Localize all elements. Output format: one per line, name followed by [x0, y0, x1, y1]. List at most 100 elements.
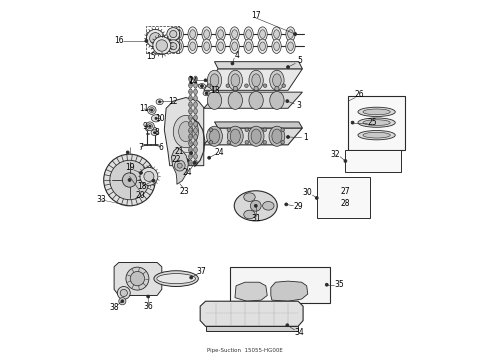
Circle shape [167, 28, 180, 41]
Circle shape [227, 140, 231, 144]
Ellipse shape [188, 39, 197, 53]
Circle shape [287, 135, 290, 138]
Ellipse shape [189, 102, 192, 108]
Circle shape [153, 37, 171, 54]
Ellipse shape [156, 99, 163, 105]
Polygon shape [114, 262, 162, 296]
Ellipse shape [248, 126, 264, 146]
Text: 24: 24 [214, 148, 224, 157]
Ellipse shape [194, 89, 197, 95]
Ellipse shape [189, 160, 192, 166]
Ellipse shape [203, 91, 210, 96]
Ellipse shape [272, 27, 281, 41]
Text: 30: 30 [303, 188, 313, 197]
Text: 13: 13 [210, 86, 220, 95]
Circle shape [152, 179, 155, 182]
Bar [348, 96, 405, 149]
Polygon shape [172, 148, 188, 184]
Circle shape [104, 154, 155, 206]
Circle shape [282, 84, 286, 87]
Text: 6: 6 [158, 143, 163, 152]
Text: 34: 34 [294, 328, 304, 337]
Ellipse shape [210, 74, 219, 87]
Ellipse shape [194, 147, 197, 153]
Text: 31: 31 [251, 214, 261, 223]
Ellipse shape [358, 118, 395, 127]
Ellipse shape [194, 108, 197, 114]
Ellipse shape [189, 108, 192, 114]
Text: 18: 18 [137, 182, 147, 191]
Ellipse shape [228, 91, 243, 109]
Ellipse shape [207, 91, 221, 109]
Ellipse shape [204, 30, 210, 39]
Circle shape [263, 140, 267, 144]
Ellipse shape [286, 39, 295, 53]
Ellipse shape [249, 70, 263, 90]
Circle shape [287, 66, 290, 68]
Polygon shape [205, 326, 298, 331]
Circle shape [281, 140, 285, 144]
Ellipse shape [272, 39, 281, 53]
Ellipse shape [358, 107, 395, 117]
Ellipse shape [274, 30, 279, 39]
Ellipse shape [210, 129, 220, 143]
Ellipse shape [263, 202, 274, 210]
Circle shape [212, 86, 217, 91]
Polygon shape [204, 69, 302, 90]
Circle shape [315, 197, 318, 199]
Circle shape [245, 128, 248, 132]
Ellipse shape [244, 193, 255, 202]
Polygon shape [200, 301, 303, 326]
Polygon shape [271, 281, 308, 301]
Ellipse shape [288, 42, 294, 50]
Circle shape [190, 152, 193, 154]
Ellipse shape [329, 202, 340, 207]
Circle shape [119, 298, 126, 305]
Circle shape [170, 42, 177, 50]
Polygon shape [215, 62, 302, 69]
Ellipse shape [189, 95, 192, 101]
Ellipse shape [157, 274, 196, 284]
Ellipse shape [244, 27, 253, 41]
Ellipse shape [230, 27, 239, 41]
Text: 27: 27 [341, 187, 350, 196]
Ellipse shape [363, 109, 390, 115]
Circle shape [333, 194, 335, 197]
Ellipse shape [194, 76, 197, 82]
Circle shape [140, 167, 158, 185]
Ellipse shape [189, 82, 192, 88]
Circle shape [245, 140, 248, 144]
Text: 37: 37 [196, 267, 206, 276]
Ellipse shape [207, 70, 221, 90]
Circle shape [209, 140, 213, 144]
Polygon shape [204, 128, 302, 145]
Circle shape [170, 31, 177, 38]
Text: Pipe-Suction  15055-HG00E: Pipe-Suction 15055-HG00E [207, 348, 283, 353]
Ellipse shape [176, 42, 181, 50]
Circle shape [177, 163, 182, 168]
Text: 3: 3 [296, 101, 301, 110]
Circle shape [120, 289, 127, 297]
Ellipse shape [154, 271, 198, 287]
Ellipse shape [232, 30, 238, 39]
Circle shape [117, 287, 130, 300]
Circle shape [140, 171, 143, 174]
Ellipse shape [202, 39, 211, 53]
Circle shape [226, 84, 230, 87]
Ellipse shape [174, 27, 183, 41]
Text: 29: 29 [293, 202, 303, 211]
Circle shape [110, 160, 149, 200]
Ellipse shape [269, 126, 285, 146]
Ellipse shape [230, 39, 239, 53]
Ellipse shape [179, 122, 193, 141]
Ellipse shape [194, 160, 197, 166]
Ellipse shape [232, 42, 238, 50]
Bar [344, 150, 401, 172]
Circle shape [167, 40, 180, 53]
Text: 23: 23 [179, 187, 189, 196]
Text: 10: 10 [155, 114, 165, 123]
Circle shape [174, 160, 185, 171]
Ellipse shape [260, 30, 266, 39]
Text: 12: 12 [169, 96, 178, 105]
Text: 15: 15 [146, 52, 156, 61]
